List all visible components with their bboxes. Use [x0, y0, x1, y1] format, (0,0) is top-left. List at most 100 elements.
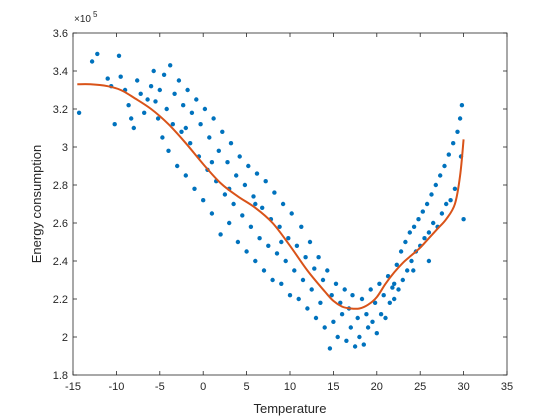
scatter-point	[126, 103, 131, 108]
plot-area	[72, 32, 508, 376]
scatter-point	[135, 78, 140, 83]
scatter-point	[105, 76, 110, 81]
y-axis-ticks: 1.8 2 2.2 2.4 2.6 2.8 3 3.2 3.4 3.6	[53, 28, 507, 382]
scatter-point	[377, 281, 382, 286]
y-tick-label: 3.4	[53, 66, 68, 78]
scatter-point	[459, 103, 465, 108]
scatter-point	[240, 213, 245, 218]
scatter-point	[325, 268, 330, 273]
x-tick-label: -15	[65, 381, 81, 393]
scatter-point	[164, 106, 169, 112]
scatter-point	[452, 186, 458, 191]
scatter-point	[400, 277, 405, 283]
x-tick-label: 20	[371, 381, 383, 393]
scatter-point	[279, 239, 284, 245]
scatter-point	[183, 125, 188, 131]
scatter-point	[381, 293, 386, 298]
scatter-point	[161, 72, 167, 78]
scatter-point	[261, 268, 267, 273]
y-tick-label: 2.8	[53, 180, 68, 192]
scatter-point	[277, 224, 282, 229]
scatter-point	[237, 154, 242, 159]
scatter-point	[461, 217, 466, 222]
scatter-point	[209, 160, 215, 165]
scatter-point	[303, 255, 308, 260]
scatter-point	[403, 239, 408, 245]
y-tick-label: 3.2	[53, 104, 68, 116]
scatter-point	[168, 63, 173, 68]
scatter-point	[383, 315, 388, 321]
scatter-point	[272, 190, 277, 195]
scatter-point	[457, 116, 463, 121]
scatter-point	[318, 300, 323, 305]
scatter-point	[227, 220, 232, 226]
scatter-point	[387, 300, 392, 305]
scatter-point	[280, 201, 286, 207]
scatter-point	[451, 141, 456, 146]
scatter-point	[309, 287, 314, 292]
y-tick-label: 2.2	[53, 294, 68, 306]
scatter-point	[189, 110, 195, 116]
scatter-point	[392, 281, 397, 286]
x-tick-label: 15	[327, 381, 339, 393]
scatter-point	[426, 258, 432, 264]
y-exponent-label: ×10 5	[74, 10, 98, 25]
scatter-point	[202, 106, 208, 112]
scatter-point	[335, 334, 340, 340]
fitted-curve	[77, 83, 465, 310]
scatter-point	[289, 211, 294, 216]
scatter-point	[344, 338, 349, 343]
scatter-point	[339, 312, 345, 317]
scatter-point	[331, 319, 336, 324]
scatter-point	[368, 287, 373, 292]
scatter-point	[392, 296, 397, 302]
scatter-point	[201, 198, 206, 203]
scatter-point	[411, 268, 416, 273]
scatter-point	[292, 268, 297, 273]
x-tick-label: -5	[155, 381, 165, 393]
scatter-point	[198, 122, 203, 127]
scatter-point	[244, 249, 249, 254]
scatter-point	[253, 201, 258, 207]
scatter-point	[374, 331, 379, 336]
scatter-point	[390, 285, 395, 290]
x-tick-label: 25	[414, 381, 426, 393]
scatter-point	[424, 201, 430, 207]
scatter-point	[175, 163, 180, 169]
scatter-point	[348, 325, 353, 330]
scatter-point	[220, 129, 225, 134]
scatter-point	[372, 300, 378, 305]
scatter-point	[300, 277, 306, 283]
scatter-point	[207, 135, 212, 140]
scatter-point	[188, 141, 193, 146]
scatter-point	[411, 224, 417, 229]
y-tick-label: 2.4	[53, 256, 68, 268]
x-axis-label: Temperature	[254, 401, 327, 416]
y-tick-label: 1.8	[53, 370, 68, 382]
scatter-point	[446, 152, 451, 157]
scatter-point	[409, 258, 414, 264]
scatter-point	[263, 179, 268, 184]
scatter-point	[305, 306, 310, 311]
scatter-point	[433, 182, 438, 188]
scatter-point	[296, 296, 301, 302]
scatter-point	[231, 201, 236, 207]
scatter-point	[287, 293, 293, 298]
scatter-point	[211, 116, 216, 121]
scatter-point	[350, 293, 355, 298]
scatter-point	[364, 312, 369, 317]
y-tick-label: 2.6	[53, 218, 68, 230]
scatter-point	[365, 325, 371, 330]
scatter-point	[151, 68, 156, 74]
scatter-point	[420, 209, 425, 214]
scatter-point	[286, 236, 291, 241]
scatter-point	[266, 243, 271, 248]
scatter-point	[431, 220, 436, 226]
scatter-point	[274, 251, 280, 256]
scatter-point	[355, 315, 360, 321]
scatter-point	[378, 312, 384, 317]
scatter-point	[176, 78, 182, 83]
scatter-point	[242, 182, 248, 188]
x-tick-label: 35	[501, 381, 513, 393]
scatter-point	[181, 103, 186, 108]
